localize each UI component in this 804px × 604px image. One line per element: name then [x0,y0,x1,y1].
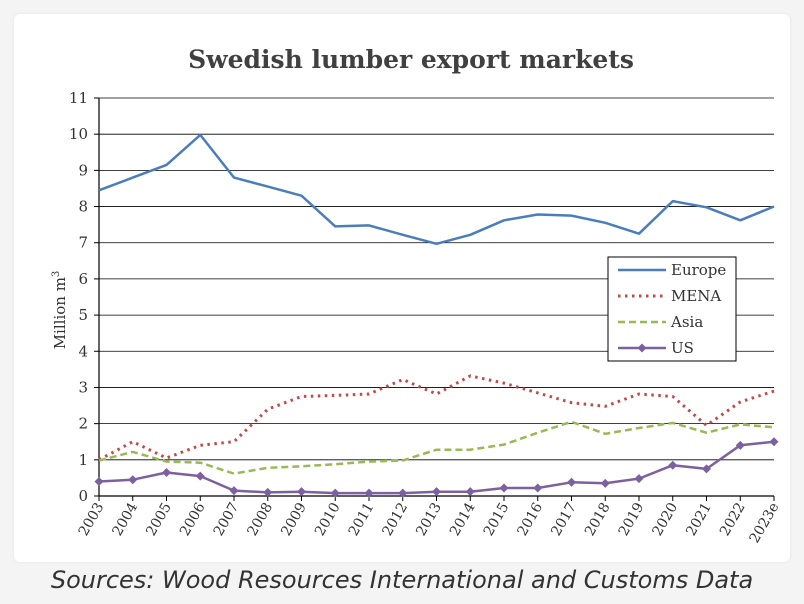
data-point-us [297,487,306,497]
x-tick-label: 2006 [177,500,209,539]
legend-box [607,256,737,362]
y-tick-label: 3 [78,378,88,396]
x-tick-label: 2015 [481,500,513,539]
x-tick-label: 2011 [346,500,378,539]
data-point-us [702,464,711,474]
chart-title: Swedish lumber export markets [188,45,634,74]
data-point-us [162,467,171,477]
data-point-us [735,440,745,450]
data-point-us [195,471,205,481]
x-tick-label: 2013 [413,500,445,539]
y-tick-label: 9 [78,161,88,179]
x-tick-label: 2012 [380,500,412,539]
y-tick-label: 7 [78,234,88,252]
x-tick-label: 2021 [683,500,715,539]
data-point-us [668,460,678,470]
x-tick-label: 2017 [548,500,580,539]
x-tick-label: 2010 [312,500,344,539]
data-point-us [398,488,408,498]
y-axis-ticks: 0 1 2 3 4 5 6 7 8 9 10 11 [69,89,99,505]
legend-label-asia: Asia [670,313,703,331]
legend-marker [637,343,647,353]
series-line-mena [98,374,775,462]
legend-label-europe: Europe [671,261,726,279]
x-tick-label: 2016 [515,500,547,539]
series-line-europe [98,133,775,246]
data-point-us [600,478,610,488]
series-line-asia [98,420,775,475]
source-caption: Sources: Wood Resources International an… [50,566,754,594]
data-point-us [330,488,340,498]
y-tick-label: 11 [69,89,88,107]
x-tick-label: 2004 [110,500,142,539]
data-point-us [263,487,273,497]
x-tick-label: 2003 [76,500,108,539]
x-tick-label: 2018 [582,500,614,539]
y-tick-label: 4 [78,342,88,360]
y-tick-label: 5 [78,306,88,324]
x-tick-label: 2007 [211,500,243,539]
series-lines [94,133,779,498]
legend-label-us: US [671,339,694,357]
legend: Europe MENA Asia US [607,256,737,362]
gridlines [98,97,774,497]
legend-label-mena: MENA [671,287,721,305]
data-point-us [634,474,644,484]
data-point-us [567,477,576,487]
y-tick-label: 10 [69,125,88,143]
x-tick-label: 2022 [717,500,749,539]
data-point-us [769,437,779,447]
data-point-us [229,486,239,496]
data-point-us [499,483,509,493]
x-tick-label: 2020 [650,500,682,539]
data-point-us [364,488,374,498]
x-tick-label: 2005 [143,500,175,539]
x-axis-ticks: 2003 2004 2005 2006 2007 2008 2009 2010 2011 2012… [76,496,783,546]
x-tick-label: 2014 [447,500,479,539]
data-point-us [432,487,441,497]
chart-card: Swedish lumber export markets 0 1 2 3 4 5 6 7 8 9… [14,14,790,562]
x-tick-label: 2008 [245,500,277,539]
y-tick-label: 2 [78,415,88,433]
line-chart: Swedish lumber export markets 0 1 2 3 4 5 6 7 8 9… [51,45,783,546]
data-point-us [533,483,543,493]
data-point-us [94,477,104,487]
data-point-us [465,487,475,497]
y-tick-label: 0 [78,487,88,505]
y-tick-label: 8 [78,198,88,216]
x-tick-label: 2019 [616,500,648,539]
y-tick-label: 6 [78,270,88,288]
y-tick-label: 1 [78,451,88,469]
y-axis-label: Million m3 [51,271,69,350]
x-tick-label: 2009 [278,500,310,539]
data-point-us [128,475,138,485]
x-tick-label: 2023e [747,500,783,546]
